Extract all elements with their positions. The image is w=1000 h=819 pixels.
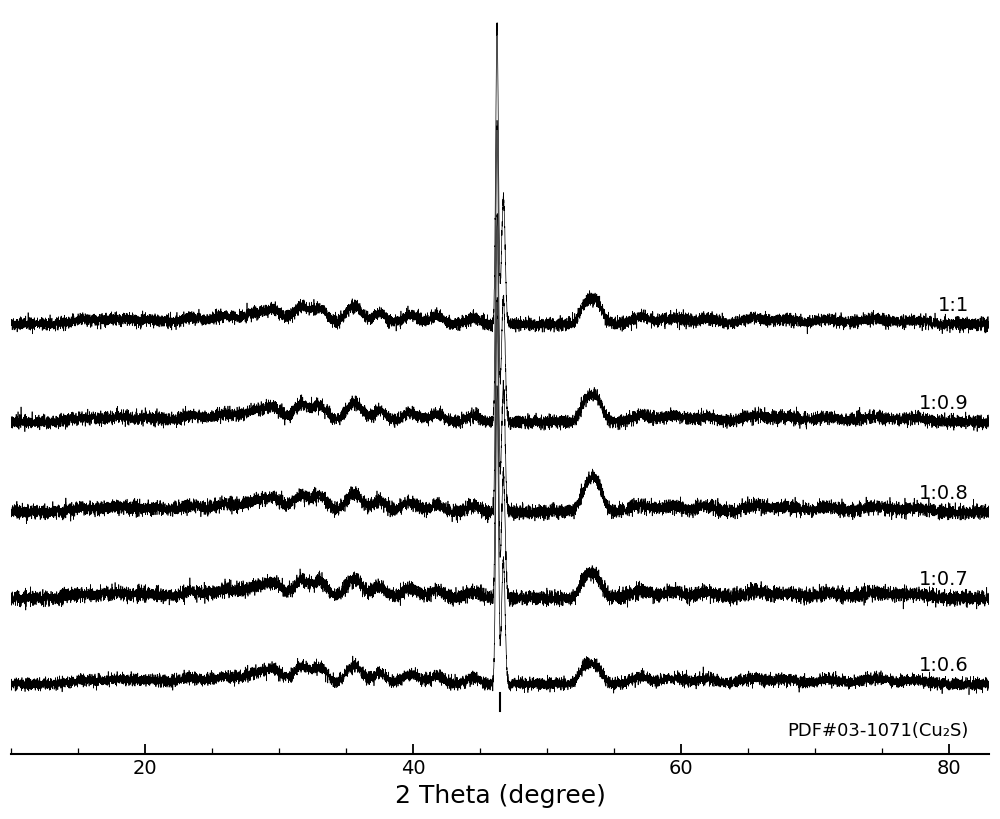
Text: 1:0.7: 1:0.7 — [919, 569, 969, 589]
Text: 1:0.6: 1:0.6 — [919, 656, 969, 675]
Text: 1:0.9: 1:0.9 — [919, 393, 969, 413]
Text: 1:1: 1:1 — [938, 296, 969, 314]
Text: PDF#03-1071(Cu₂S): PDF#03-1071(Cu₂S) — [787, 722, 969, 740]
X-axis label: 2 Theta (degree): 2 Theta (degree) — [395, 784, 605, 808]
Text: 1:0.8: 1:0.8 — [919, 483, 969, 503]
